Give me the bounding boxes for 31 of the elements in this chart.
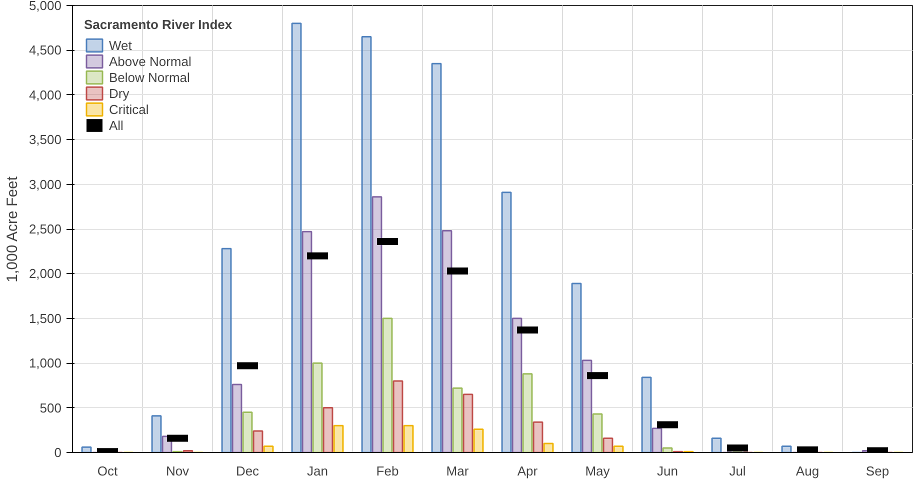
x-tick-label: Feb	[376, 464, 399, 478]
x-tick-label: Apr	[517, 464, 538, 478]
y-tick-label: 3,500	[28, 132, 62, 148]
x-tick-label: Sep	[866, 464, 890, 478]
y-tick-label: 1,000	[28, 356, 62, 371]
legend-label: Above Normal	[109, 53, 192, 69]
x-tick-label: Nov	[166, 464, 190, 478]
legend-title: Sacramento River Index	[84, 17, 232, 32]
y-tick-label: 2,500	[28, 222, 62, 236]
legend-label: All	[109, 117, 124, 133]
x-tick-label: May	[585, 464, 610, 478]
y-tick-label: 5,000	[28, 0, 62, 13]
x-tick-label: Oct	[97, 464, 118, 478]
y-tick-label: 500	[40, 400, 62, 416]
y-tick-label: 4,000	[28, 87, 62, 102]
y-tick-label: 1,500	[28, 310, 62, 326]
legend-label: Below Normal	[109, 69, 190, 85]
y-tick-label: 4,500	[28, 42, 62, 58]
x-tick-label: Mar	[446, 464, 470, 478]
x-tick-label: Jan	[307, 464, 328, 478]
legend-label: Critical	[109, 101, 149, 117]
y-tick-label: 0	[54, 445, 62, 460]
y-tick-label: 2,000	[28, 266, 62, 282]
legend-label: Dry	[109, 85, 130, 101]
x-tick-label: Dec	[236, 464, 260, 478]
x-tick-label: Aug	[796, 464, 820, 478]
y-tick-label: 3,000	[28, 176, 62, 192]
y-axis-title: 1,000 Acre Feet	[4, 176, 21, 282]
legend-label: Wet	[109, 37, 132, 53]
x-tick-label: Jul	[729, 464, 746, 478]
x-tick-label: Jun	[657, 464, 678, 478]
